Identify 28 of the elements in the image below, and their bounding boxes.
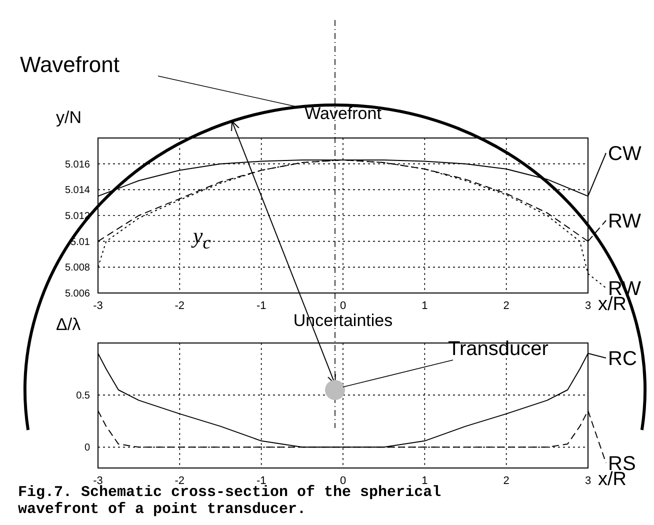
x-tick-label: -1 (256, 300, 266, 312)
series-label: CW (608, 143, 642, 165)
y-axis-title: y/N (56, 108, 82, 128)
x-tick-label: -2 (174, 300, 185, 312)
x-tick-label: 2 (503, 474, 510, 487)
y-tick-label: 5.016 (64, 159, 90, 170)
annotation: Transducer (448, 338, 548, 361)
x-tick-label: 3 (584, 300, 592, 312)
annotation: y$_{c}$ (193, 223, 211, 254)
x-tick-label: 1 (422, 474, 428, 487)
x-tick-label: 1 (422, 300, 428, 312)
x-tick-label: 0 (340, 474, 346, 487)
y-tick-label: 5.006 (64, 288, 90, 300)
y-tick-label: 0.5 (76, 390, 90, 402)
y-tick-label: 5.014 (64, 185, 90, 196)
x-tick-label: -2 (174, 474, 185, 487)
legend-label: RC (608, 348, 637, 370)
y-axis-title: Δ/λ (56, 315, 81, 335)
x-tick-label: 3 (584, 474, 592, 487)
x-tick-label: -3 (93, 300, 103, 312)
legend-label: RW (608, 210, 642, 232)
text: Wavefront (20, 52, 120, 78)
x-tick-label: 0 (340, 300, 346, 312)
x-tick-label: 2 (503, 300, 510, 312)
caption: Fig.7. Schematic cross-section of the spherical wavefront of a point transducer. (18, 484, 442, 518)
y-tick-label: 0 (84, 442, 90, 454)
chart-title: Wavefront (304, 104, 382, 124)
y-tick-label: 5.008 (64, 262, 90, 274)
